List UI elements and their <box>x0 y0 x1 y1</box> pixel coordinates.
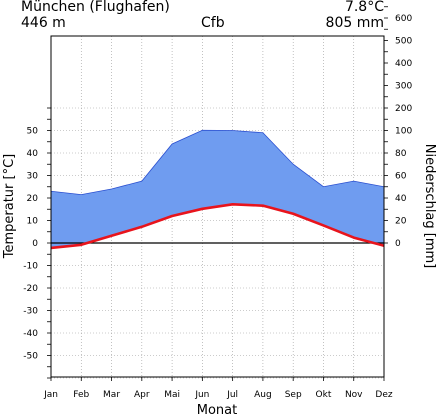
month-label: Dez <box>375 390 392 400</box>
climate-class: Cfb <box>201 15 225 31</box>
temperature-tick-label: 40 <box>27 149 39 159</box>
precipitation-tick-label: 500 <box>395 37 412 47</box>
month-label: Nov <box>345 390 363 400</box>
temperature-tick-label: -10 <box>23 262 38 272</box>
precipitation-tick-label: 60 <box>395 172 407 182</box>
precipitation-areas <box>50 129 385 248</box>
temperature-tick-label: 0 <box>32 239 38 249</box>
month-label: Apr <box>134 390 150 400</box>
precipitation-tick-label: 600 <box>395 14 412 24</box>
tick-labels: 50403020100-10-20-30-40-5090080070060050… <box>23 0 412 400</box>
month-label: Jun <box>194 390 209 400</box>
temperature-tick-label: -40 <box>23 329 38 339</box>
right-axis-title: Niederschlag [mm] <box>422 144 437 269</box>
temperature-line <box>50 203 385 250</box>
month-label: Aug <box>254 390 272 400</box>
month-label: Feb <box>73 390 89 400</box>
temperature-tick-label: 30 <box>27 172 39 182</box>
station-name: München (Flughafen) <box>21 0 170 15</box>
precipitation-tick-label: 100 <box>395 127 412 137</box>
precipitation-tick-label: 20 <box>395 217 407 227</box>
temperature-tick-label: 50 <box>27 127 39 137</box>
month-label: Jan <box>43 390 58 400</box>
axis-ticks <box>47 6 388 381</box>
precipitation-line <box>50 129 385 196</box>
precipitation-tick-label: 40 <box>395 194 407 204</box>
precipitation-tick-label: 80 <box>395 149 407 159</box>
month-label: Sep <box>285 390 302 400</box>
plot-border <box>50 35 385 378</box>
month-label: Mai <box>164 390 180 400</box>
month-label: Jul <box>226 390 238 400</box>
precipitation-tick-label: 300 <box>395 82 412 92</box>
precipitation-area <box>51 130 384 248</box>
x-axis-title: Monat <box>197 403 237 418</box>
annual-precipitation: 805 mm <box>325 15 384 31</box>
data-lines <box>50 203 385 250</box>
precipitation-tick-label: 0 <box>395 239 401 249</box>
temperature-tick-label: -50 <box>23 352 38 362</box>
plot-frame <box>50 35 385 378</box>
precipitation-tick-label: 400 <box>395 59 412 69</box>
temperature-tick-label: 10 <box>27 217 39 227</box>
temperature-tick-label: -30 <box>23 307 38 317</box>
left-axis-title: Temperatur [°C] <box>2 154 17 260</box>
temperature-tick-label: -20 <box>23 284 38 294</box>
precipitation-tick-label: 200 <box>395 104 412 114</box>
month-label: Okt <box>316 390 332 400</box>
precipitation-tick-label: 700 <box>395 0 412 2</box>
mean-temperature: 7.8°C <box>344 0 384 15</box>
temperature-tick-label: 20 <box>27 194 39 204</box>
month-label: Mar <box>103 390 120 400</box>
elevation: 446 m <box>21 15 66 31</box>
